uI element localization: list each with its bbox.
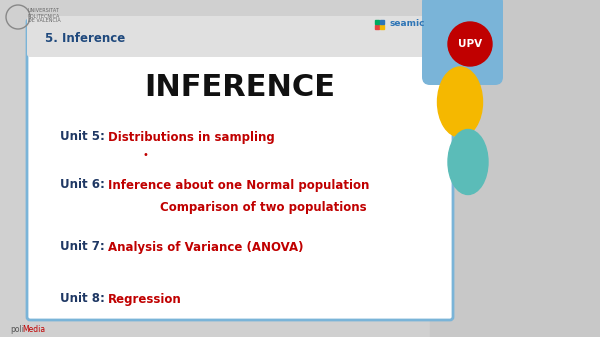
Bar [380, 20, 384, 24]
Text: INFERENCE: INFERENCE [145, 72, 335, 101]
Text: Unit 6:: Unit 6: [60, 179, 109, 191]
Text: Unit 8:: Unit 8: [60, 293, 109, 306]
FancyBboxPatch shape [27, 16, 453, 57]
FancyBboxPatch shape [27, 19, 453, 320]
Text: POLITECNICA: POLITECNICA [28, 13, 61, 19]
Text: Inference about one Normal population: Inference about one Normal population [108, 179, 370, 191]
Text: seamic: seamic [389, 20, 425, 29]
Text: Regression: Regression [108, 293, 182, 306]
Text: UPV: UPV [458, 39, 482, 49]
Ellipse shape [448, 129, 488, 194]
Text: Unit 7:: Unit 7: [60, 241, 109, 253]
Bar [375, 25, 379, 29]
Text: DE VALENCIA: DE VALENCIA [28, 19, 61, 24]
Bar [380, 25, 384, 29]
Text: Analysis of Variance (ANOVA): Analysis of Variance (ANOVA) [108, 241, 304, 253]
Bar [430, 0, 600, 337]
Text: •: • [142, 150, 148, 160]
Text: 5. Inference: 5. Inference [45, 31, 125, 44]
FancyBboxPatch shape [422, 0, 503, 85]
Text: UNIVERSITAT: UNIVERSITAT [28, 8, 60, 13]
Bar [32, 22, 448, 54]
Text: Comparison of two populations: Comparison of two populations [160, 201, 367, 214]
Ellipse shape [437, 67, 482, 137]
Text: poli: poli [10, 325, 24, 334]
Text: Distributions in sampling: Distributions in sampling [108, 130, 275, 144]
Text: Media: Media [22, 325, 45, 334]
Circle shape [448, 22, 492, 66]
Text: Unit 5:: Unit 5: [60, 130, 109, 144]
Bar [375, 20, 379, 24]
